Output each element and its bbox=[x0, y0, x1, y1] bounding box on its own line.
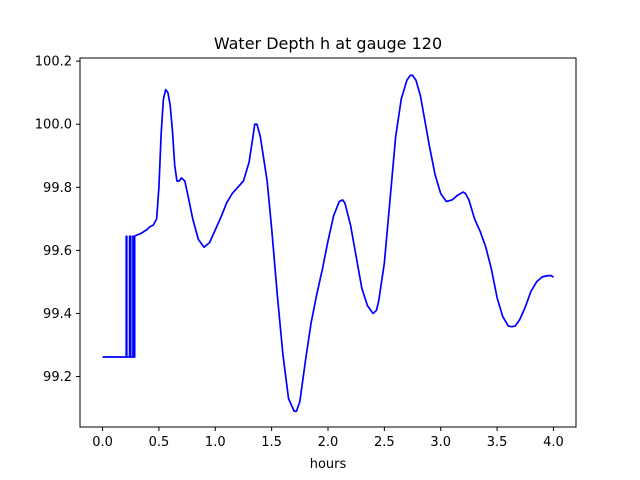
x-tick-label: 2.0 bbox=[318, 435, 339, 450]
plot-frame bbox=[79, 57, 577, 428]
x-tick-label: 0.5 bbox=[149, 435, 170, 450]
y-tick-label: 99.8 bbox=[43, 181, 72, 196]
y-tick-label: 99.2 bbox=[43, 370, 72, 385]
x-axis-label: hours bbox=[310, 457, 347, 472]
y-tick-label: 100.0 bbox=[35, 118, 72, 133]
x-tick-label: 4.0 bbox=[543, 435, 564, 450]
y-tick-label: 100.2 bbox=[35, 55, 72, 70]
series-line-0 bbox=[102, 74, 554, 413]
plot-area bbox=[102, 74, 554, 413]
x-tick-label: 3.5 bbox=[487, 435, 508, 450]
x-axis: 0.0 0.5 1.0 1.5 2.0 2.5 3.0 3.5 4.0 bbox=[92, 427, 564, 450]
x-tick-label: 0.0 bbox=[92, 435, 113, 450]
y-tick-label: 99.6 bbox=[43, 244, 72, 259]
x-tick-label: 1.0 bbox=[205, 435, 226, 450]
y-tick-label: 99.4 bbox=[43, 307, 72, 322]
chart-title: Water Depth h at gauge 120 bbox=[214, 34, 442, 53]
x-tick-label: 3.0 bbox=[430, 435, 451, 450]
y-axis: 99.2 99.4 99.6 99.8 100.0 100.2 bbox=[35, 55, 80, 385]
x-tick-label: 2.5 bbox=[374, 435, 395, 450]
x-tick-label: 1.5 bbox=[261, 435, 282, 450]
